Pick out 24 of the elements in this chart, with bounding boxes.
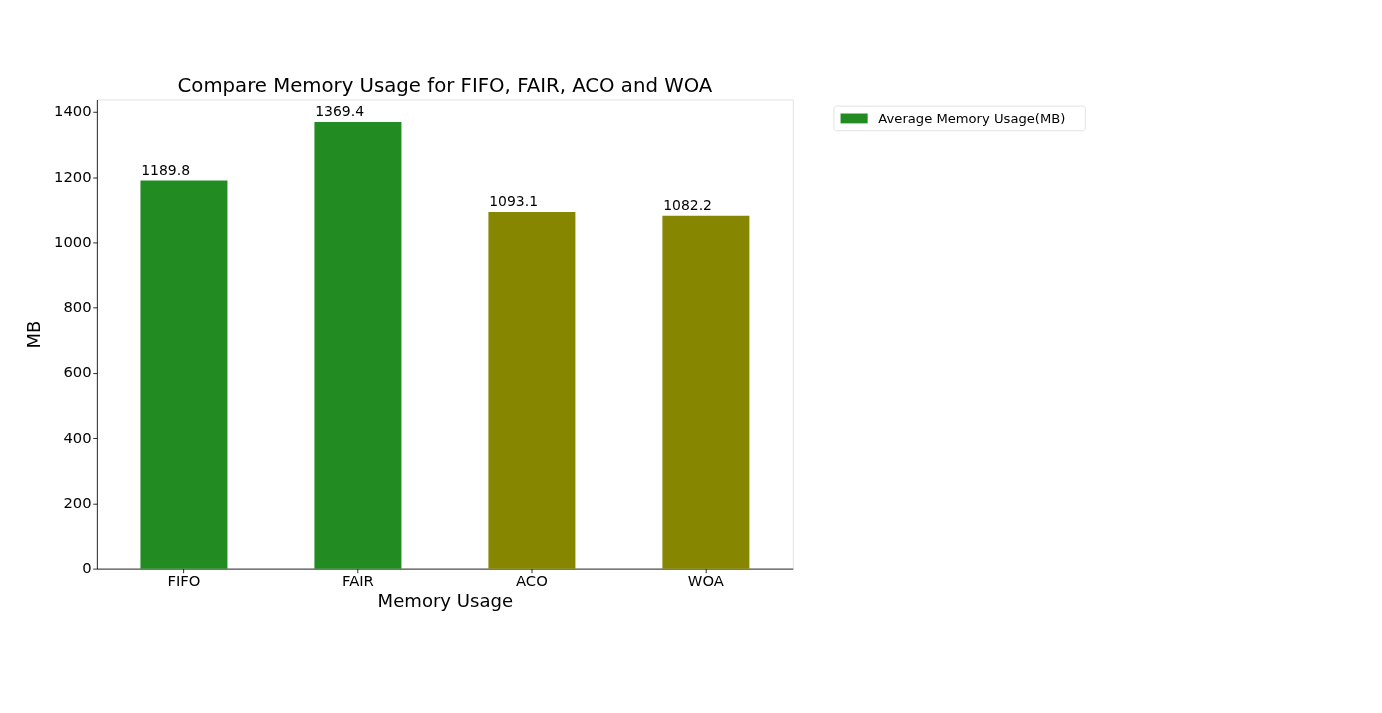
data-label: 1093.1	[489, 193, 539, 210]
y-axis-title: MB	[23, 320, 45, 349]
y-tick-label: 1400	[54, 102, 92, 120]
x-tick-label: WOA	[687, 572, 724, 590]
x-axis-title: Memory Usage	[377, 589, 514, 611]
y-tick-label: 400	[63, 428, 92, 446]
y-tick-label: 800	[63, 298, 92, 316]
x-tick-label: FAIR	[342, 572, 374, 590]
bar	[314, 121, 402, 569]
bar	[662, 215, 750, 569]
data-label: 1189.8	[141, 161, 191, 178]
y-tick-label: 200	[63, 493, 92, 511]
data-label: 1082.2	[663, 196, 712, 213]
legend-label: Average Memory Usage(MB)	[878, 110, 1066, 126]
bar	[488, 212, 576, 569]
x-tick-label: FIFO	[167, 572, 201, 590]
y-tick-label: 1000	[54, 232, 92, 250]
y-tick-label: 1200	[54, 167, 92, 185]
data-label: 1369.4	[315, 103, 365, 120]
x-tick-label: ACO	[516, 572, 548, 590]
y-tick-label: 0	[82, 559, 92, 577]
chart-title: Compare Memory Usage for FIFO, FAIR, ACO and WOA	[177, 74, 713, 98]
y-tick-label: 600	[63, 363, 92, 381]
bar	[140, 180, 228, 569]
